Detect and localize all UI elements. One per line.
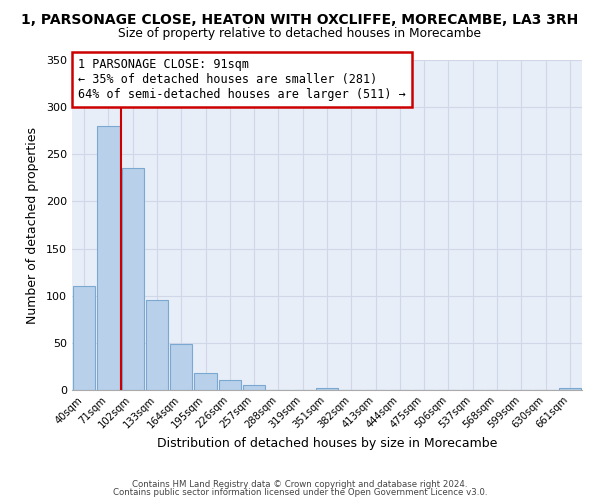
- Text: Contains public sector information licensed under the Open Government Licence v3: Contains public sector information licen…: [113, 488, 487, 497]
- Text: 1 PARSONAGE CLOSE: 91sqm
← 35% of detached houses are smaller (281)
64% of semi-: 1 PARSONAGE CLOSE: 91sqm ← 35% of detach…: [78, 58, 406, 101]
- Bar: [170, 344, 193, 390]
- X-axis label: Distribution of detached houses by size in Morecambe: Distribution of detached houses by size …: [157, 438, 497, 450]
- Bar: [73, 286, 95, 390]
- Bar: [218, 380, 241, 390]
- Y-axis label: Number of detached properties: Number of detached properties: [26, 126, 39, 324]
- Bar: [316, 388, 338, 390]
- Bar: [97, 126, 119, 390]
- Bar: [559, 388, 581, 390]
- Text: Size of property relative to detached houses in Morecambe: Size of property relative to detached ho…: [119, 28, 482, 40]
- Bar: [194, 373, 217, 390]
- Bar: [243, 386, 265, 390]
- Bar: [146, 300, 168, 390]
- Bar: [122, 168, 144, 390]
- Text: 1, PARSONAGE CLOSE, HEATON WITH OXCLIFFE, MORECAMBE, LA3 3RH: 1, PARSONAGE CLOSE, HEATON WITH OXCLIFFE…: [22, 12, 578, 26]
- Text: Contains HM Land Registry data © Crown copyright and database right 2024.: Contains HM Land Registry data © Crown c…: [132, 480, 468, 489]
